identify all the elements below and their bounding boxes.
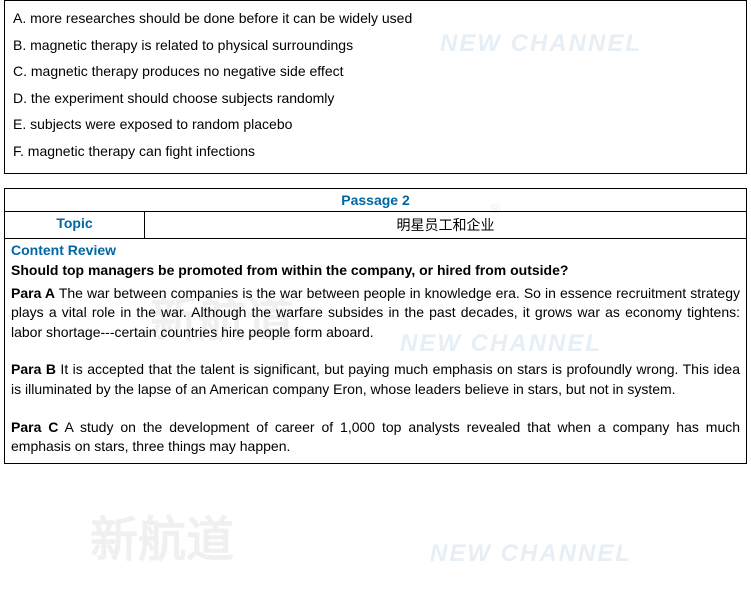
para-a-text: The war between companies is the war bet… [11,285,740,340]
option-c: C. magnetic therapy produces no negative… [13,58,738,85]
para-b: Para B It is accepted that the talent is… [5,360,746,417]
para-a-label: Para A [11,285,55,301]
passage-question: Should top managers be promoted from wit… [5,258,746,284]
options-box: A. more researches should be done before… [4,0,747,174]
option-f: F. magnetic therapy can fight infections [13,138,738,165]
para-b-text: It is accepted that the talent is signif… [11,361,740,397]
topic-value: 明星员工和企业 [145,212,746,238]
para-b-label: Para B [11,361,56,377]
topic-label: Topic [5,212,145,238]
option-b: B. magnetic therapy is related to physic… [13,32,738,59]
para-c-label: Para C [11,419,58,435]
watermark-en-3: NEW CHANNEL [430,540,632,568]
content-review-label: Content Review [5,239,746,258]
passage-box: Passage 2 Topic 明星员工和企业 Content Review S… [4,188,747,464]
option-a: A. more researches should be done before… [13,5,738,32]
topic-row: Topic 明星员工和企业 [5,212,746,239]
passage-header: Passage 2 [5,189,746,212]
watermark-cn-2: 新航道 [90,500,234,570]
option-e: E. subjects were exposed to random place… [13,111,738,138]
para-c-text: A study on the development of career of … [11,419,740,455]
para-c: Para C A study on the development of car… [5,418,746,463]
option-d: D. the experiment should choose subjects… [13,85,738,112]
para-a: Para A The war between companies is the … [5,284,746,361]
